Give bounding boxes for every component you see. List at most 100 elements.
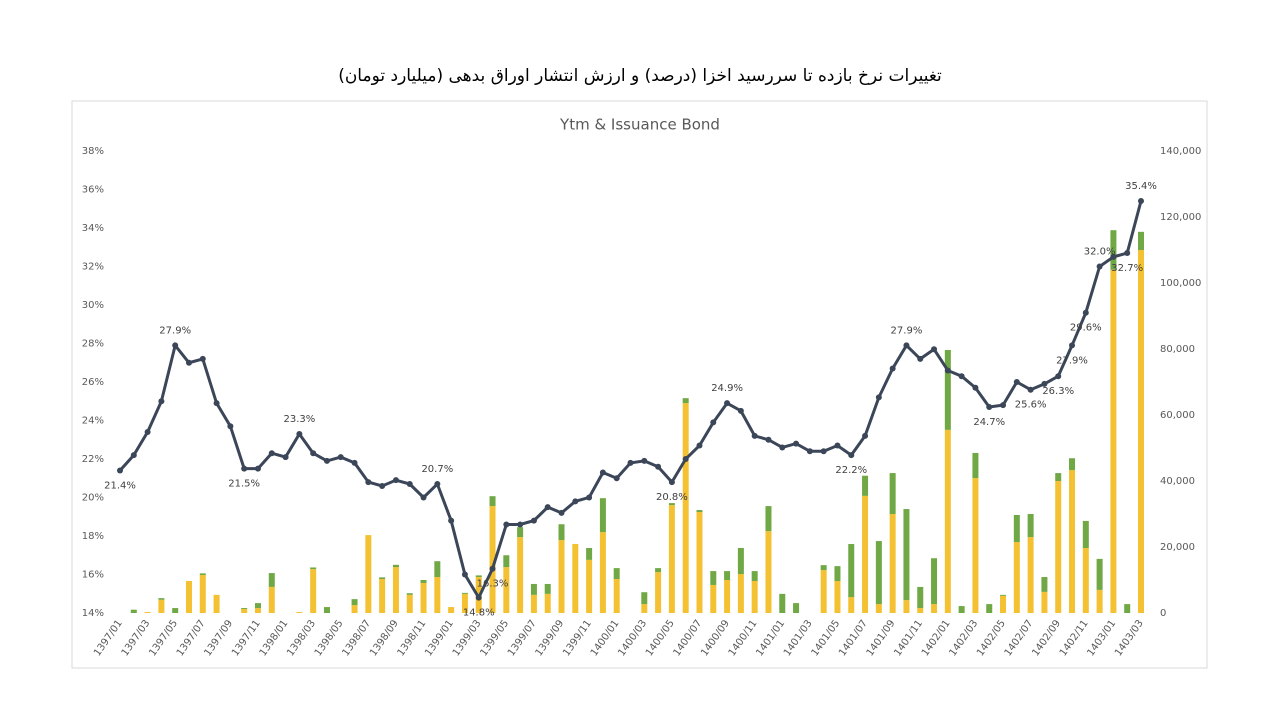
bar [944,429,951,613]
bar [1013,542,1020,613]
bar [1000,595,1007,613]
bar [199,575,206,613]
line-marker [641,457,648,464]
bar [848,544,855,598]
bar [958,606,965,613]
bar [613,568,620,580]
bar [448,607,455,613]
bar [1069,458,1076,471]
line-marker [958,373,965,380]
bar [1110,269,1117,613]
bar [544,583,551,594]
y2-tick-label: 80,000 [1160,344,1195,355]
bar [586,547,593,560]
bar [1041,591,1048,613]
bar [241,609,248,613]
line-marker [282,454,289,461]
value-label: 27.9% [1056,355,1088,366]
bar [751,571,758,581]
value-label: 21.5% [228,479,260,490]
bar [834,566,841,581]
value-label: 20.7% [421,464,453,475]
bar [158,599,165,613]
bar [323,607,330,613]
y2-tick-label: 40,000 [1160,476,1195,487]
line-marker [862,432,869,439]
bar [668,503,675,506]
y-tick-label: 18% [82,531,104,542]
bar [875,604,882,613]
y2-tick-label: 60,000 [1160,410,1195,421]
bar [917,586,924,609]
value-label: 35.4% [1125,181,1157,192]
line-marker [806,448,813,455]
bar [420,582,427,613]
y-tick-label: 14% [82,608,104,619]
bar [558,540,565,613]
bar [765,506,772,532]
bar [172,608,179,613]
line-marker [254,465,261,472]
line-marker [517,521,524,528]
bar [944,349,951,430]
bar [1027,514,1034,538]
y2-tick-label: 120,000 [1160,212,1201,223]
bar [1069,470,1076,613]
bar [724,571,731,580]
line-marker [944,367,951,374]
value-label: 16.3% [477,579,509,590]
bar [903,600,910,613]
value-label: 27.9% [159,325,191,336]
line-marker [296,430,303,437]
line-marker [185,359,192,366]
bar [1110,230,1117,270]
bar [655,568,662,573]
bar [406,593,413,595]
bar [834,580,841,613]
value-label: 32.7% [1111,263,1143,274]
bar [737,574,744,613]
bar [1096,558,1103,590]
value-label: 14.8% [463,608,495,619]
line-marker [172,342,179,349]
bar [903,509,910,601]
line-marker [530,517,537,524]
line-marker [779,444,786,451]
line-marker [655,463,662,470]
bar [1000,594,1007,596]
bar [986,604,993,613]
line-marker [848,452,855,459]
bar [1082,520,1089,548]
y2-tick-label: 100,000 [1160,278,1201,289]
line-marker [889,365,896,372]
bar [737,547,744,575]
bar [199,573,206,576]
bar [434,577,441,613]
value-label: 23.3% [283,414,315,425]
bar [1138,250,1144,613]
bar [213,594,220,613]
line-marker [144,429,151,436]
bar [392,564,399,568]
bar [586,559,593,613]
bar [862,475,869,496]
line-marker [351,459,358,466]
bar [862,495,869,613]
line-marker [572,498,579,505]
line-marker [627,459,634,466]
line-marker [461,571,468,578]
bar [641,592,648,605]
y-tick-label: 30% [82,300,104,311]
line-marker [724,400,731,407]
value-label: 26.3% [1042,386,1074,397]
line-marker [917,355,924,362]
line-marker [379,482,386,489]
bar [641,604,648,613]
bar [558,524,565,541]
bar [254,603,261,609]
y2-tick-label: 20,000 [1160,542,1195,553]
line-marker [558,509,565,516]
bar [1138,231,1144,250]
line-marker [1013,379,1020,385]
